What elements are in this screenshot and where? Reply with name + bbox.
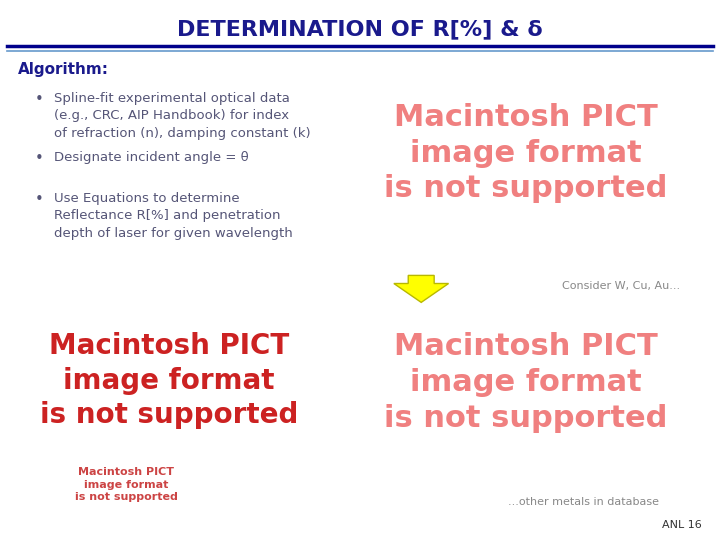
- Text: Spline-fit experimental optical data
(e.g., CRC, AIP Handbook) for index
of refr: Spline-fit experimental optical data (e.…: [54, 92, 310, 140]
- Polygon shape: [394, 275, 449, 302]
- Text: ANL 16: ANL 16: [662, 520, 702, 530]
- Text: Designate incident angle = θ: Designate incident angle = θ: [54, 151, 248, 164]
- Text: ...other metals in database: ...other metals in database: [508, 497, 659, 507]
- Text: Consider W, Cu, Au...: Consider W, Cu, Au...: [562, 281, 680, 291]
- Text: Macintosh PICT
image format
is not supported: Macintosh PICT image format is not suppo…: [384, 103, 667, 204]
- Text: •: •: [35, 192, 44, 207]
- Text: •: •: [35, 151, 44, 166]
- Text: Macintosh PICT
image format
is not supported: Macintosh PICT image format is not suppo…: [40, 332, 298, 429]
- Text: Use Equations to determine
Reflectance R[%] and penetration
depth of laser for g: Use Equations to determine Reflectance R…: [54, 192, 293, 240]
- Text: Macintosh PICT
image format
is not supported: Macintosh PICT image format is not suppo…: [384, 332, 667, 433]
- Text: Algorithm:: Algorithm:: [18, 62, 109, 77]
- Text: Macintosh PICT
image format
is not supported: Macintosh PICT image format is not suppo…: [75, 467, 177, 502]
- Text: DETERMINATION OF R[%] & δ: DETERMINATION OF R[%] & δ: [177, 19, 543, 39]
- Text: •: •: [35, 92, 44, 107]
